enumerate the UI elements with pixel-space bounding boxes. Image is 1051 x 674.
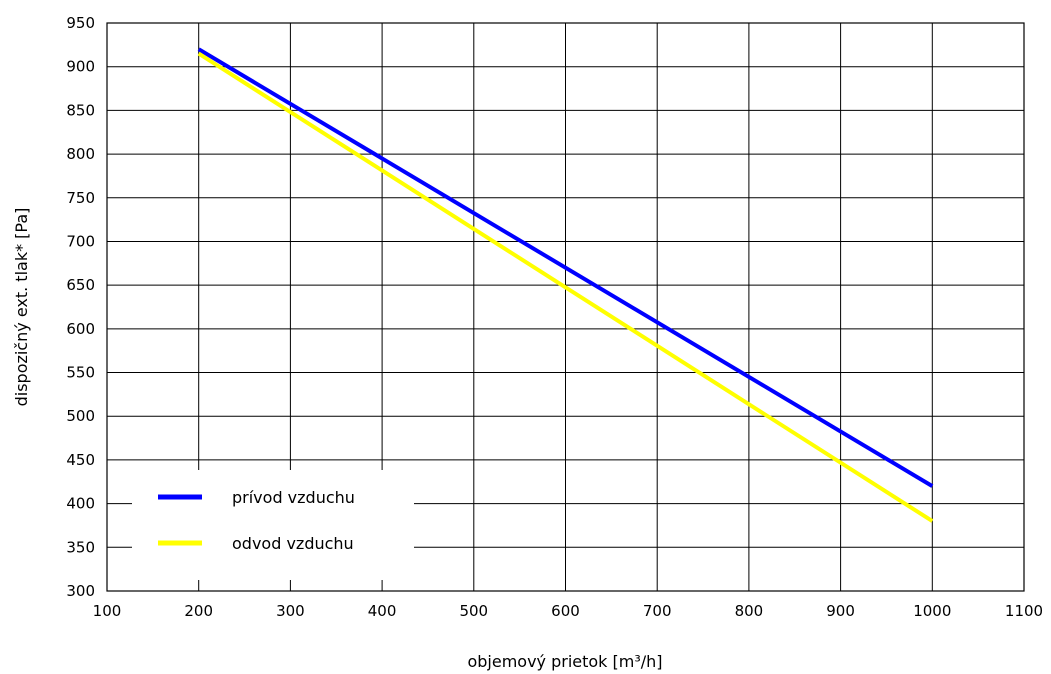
y-tick-label: 700	[66, 232, 95, 250]
y-tick-label: 650	[66, 276, 95, 294]
legend-label-odvod: odvod vzduchu	[232, 534, 354, 553]
series-line-odvod	[197, 51, 934, 523]
x-tick-label: 900	[826, 602, 855, 620]
y-axis-title: dispozičný ext. tlak* [Pa]	[12, 208, 31, 407]
y-tick-label: 300	[66, 582, 95, 600]
y-tick-label: 450	[66, 451, 95, 469]
legend-label-privod: prívod vzduchu	[232, 488, 355, 507]
y-tick-label: 550	[66, 364, 95, 382]
plot-area	[106, 22, 1025, 592]
legend-box	[132, 470, 414, 580]
series-lines	[197, 47, 934, 523]
y-tick-label: 400	[66, 495, 95, 513]
y-tick-label: 350	[66, 538, 95, 556]
x-axis-title: objemový prietok [m³/h]	[467, 652, 662, 671]
x-tick-label: 1000	[913, 602, 951, 620]
series-line-privod	[197, 47, 934, 488]
x-tick-label: 200	[184, 602, 213, 620]
y-tick-label: 600	[66, 320, 95, 338]
y-tick-label: 750	[66, 189, 95, 207]
x-tick-label: 300	[276, 602, 305, 620]
x-tick-label: 100	[93, 602, 122, 620]
legend: prívod vzduchu odvod vzduchu	[132, 470, 414, 580]
x-tick-label: 600	[551, 602, 580, 620]
x-tick-label: 1100	[1005, 602, 1043, 620]
y-tick-label: 900	[66, 58, 95, 76]
x-tick-label: 500	[459, 602, 488, 620]
y-tick-label: 850	[66, 101, 95, 119]
x-tick-label: 700	[643, 602, 672, 620]
y-tick-label: 500	[66, 407, 95, 425]
y-tick-label: 800	[66, 145, 95, 163]
y-tick-label: 950	[66, 14, 95, 32]
x-tick-label: 400	[368, 602, 397, 620]
tick-labels: 100 200 300 400 500 600 700 800 900 1000 1100 300 35…	[66, 14, 1043, 620]
x-tick-label: 800	[735, 602, 764, 620]
